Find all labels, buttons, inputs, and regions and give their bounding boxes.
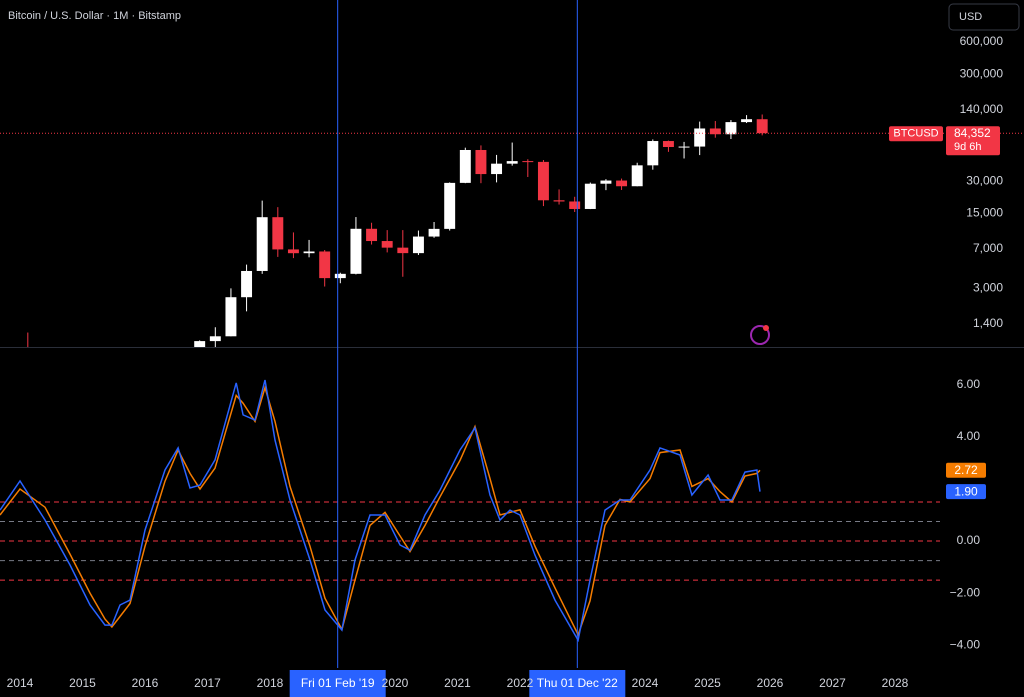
candle-body <box>694 128 706 147</box>
y-tick-label: 0.00 <box>957 533 981 547</box>
x-tick-label: 2018 <box>257 676 284 690</box>
candle-body <box>537 161 549 201</box>
indicator-pane <box>0 379 940 643</box>
candle-body <box>366 228 378 242</box>
candle-body <box>459 149 471 183</box>
y-tick-label: 30,000 <box>966 173 1003 187</box>
y-tick-label: 1,400 <box>973 316 1003 330</box>
candle-body <box>194 341 206 347</box>
candle-body <box>303 251 315 254</box>
crosshair-tag <box>529 670 626 697</box>
candle-body <box>397 247 409 254</box>
candle-body <box>381 241 393 248</box>
price-pane <box>0 114 940 347</box>
candle-body <box>225 297 237 337</box>
value-tag-label: 1.90 <box>954 484 978 498</box>
crosshair-label: Thu 01 Dec '22 <box>537 676 618 690</box>
candle-body <box>287 249 299 254</box>
candle-body <box>428 228 440 237</box>
candle-body <box>725 122 737 135</box>
x-tick-label: 2028 <box>882 676 909 690</box>
y-tick-label: 300,000 <box>960 66 1004 80</box>
symbol-label: BTCUSD <box>893 128 938 140</box>
candle-body <box>241 270 253 298</box>
x-tick-label: 2020 <box>382 676 409 690</box>
candle-body <box>569 201 581 209</box>
price-label: 84,352 <box>954 126 991 140</box>
countdown-label: 9d 6h <box>954 141 982 153</box>
currency-button[interactable] <box>948 3 1020 31</box>
crosshair-tag <box>289 670 386 697</box>
candle-body <box>491 163 503 175</box>
candle-body <box>350 228 362 274</box>
candle-body <box>272 217 284 250</box>
indicator-line <box>0 384 761 637</box>
candle-body <box>522 161 534 163</box>
icon <box>750 325 770 345</box>
candle-body <box>475 149 487 175</box>
price-tag <box>946 126 1000 156</box>
candle-body <box>412 236 424 254</box>
candle-body <box>334 273 346 279</box>
x-tick-label: 2017 <box>194 676 221 690</box>
y-tick-label: 15,000 <box>966 206 1003 220</box>
candle-body <box>584 183 596 209</box>
value-tag-label: 2.72 <box>954 463 978 477</box>
candle-body <box>678 146 690 148</box>
chart-title: Bitcoin / U.S. Dollar · 1M · Bitstamp <box>8 10 181 22</box>
y-tick-label: 600,000 <box>960 34 1004 48</box>
candle-body <box>506 161 518 164</box>
x-tick-label: 2025 <box>694 676 721 690</box>
y-tick-label: −2.00 <box>950 585 981 599</box>
value-tag <box>946 462 986 478</box>
y-tick-label: 7,000 <box>973 241 1003 255</box>
x-tick-label: 2021 <box>444 676 471 690</box>
x-tick-label: 2015 <box>69 676 96 690</box>
candle-body <box>444 182 456 229</box>
x-tick-label: 2027 <box>819 676 846 690</box>
candle-body <box>553 200 565 202</box>
candle-body <box>319 251 331 279</box>
candle-body <box>600 180 612 184</box>
y-tick-label: 4.00 <box>957 429 981 443</box>
candle-body <box>709 128 721 135</box>
candle-body <box>631 165 643 187</box>
x-tick-label: 2014 <box>7 676 34 690</box>
currency-label[interactable]: USD <box>959 11 982 23</box>
y-tick-label: 3,000 <box>973 281 1003 295</box>
crosshair-label: Fri 01 Feb '19 <box>301 676 375 690</box>
symbol-tag <box>889 126 943 142</box>
candle-body <box>209 336 221 342</box>
x-tick-label: 2016 <box>132 676 159 690</box>
candle-body <box>616 180 628 187</box>
y-tick-label: 6.00 <box>957 377 981 391</box>
candle-body <box>662 141 674 148</box>
candle-body <box>741 119 753 123</box>
candle-body <box>647 141 659 166</box>
x-tick-label: 2026 <box>757 676 784 690</box>
indicator-line <box>0 379 761 643</box>
value-tag <box>946 484 986 500</box>
candle-body <box>756 119 768 134</box>
y-tick-label: −4.00 <box>950 637 981 651</box>
x-tick-label: 2022 <box>507 676 534 690</box>
candle-body <box>256 217 268 271</box>
y-tick-label: 140,000 <box>960 102 1004 116</box>
x-tick-label: 2024 <box>632 676 659 690</box>
